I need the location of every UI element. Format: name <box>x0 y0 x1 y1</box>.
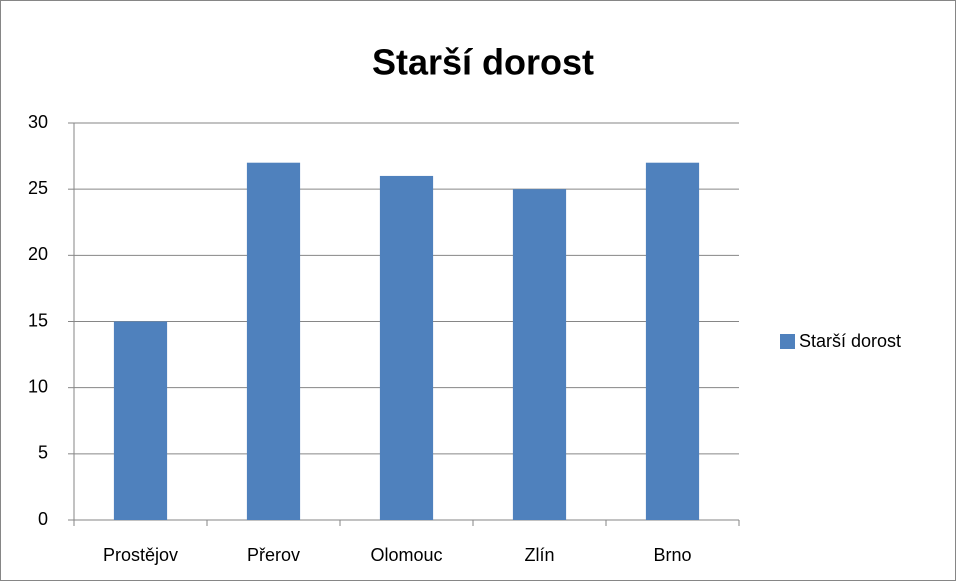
legend-swatch <box>780 334 795 349</box>
x-tick-label: Prostějov <box>103 545 178 565</box>
y-tick-label: 25 <box>28 178 48 198</box>
chart-title: Starší dorost <box>372 42 594 83</box>
y-tick-label: 0 <box>38 509 48 529</box>
bar <box>113 321 168 520</box>
bar <box>379 175 434 520</box>
x-tick-label: Olomouc <box>370 545 442 565</box>
y-tick-label: 30 <box>28 112 48 132</box>
bar <box>645 162 700 520</box>
y-tick-label: 20 <box>28 244 48 264</box>
x-tick-label: Zlín <box>524 545 554 565</box>
y-tick-label: 5 <box>38 443 48 463</box>
y-tick-label: 15 <box>28 310 48 330</box>
bar <box>512 189 567 520</box>
bar <box>246 162 301 520</box>
x-tick-label: Přerov <box>247 545 300 565</box>
y-tick-label: 10 <box>28 376 48 396</box>
legend-label: Starší dorost <box>799 331 901 351</box>
x-tick-label: Brno <box>653 545 691 565</box>
